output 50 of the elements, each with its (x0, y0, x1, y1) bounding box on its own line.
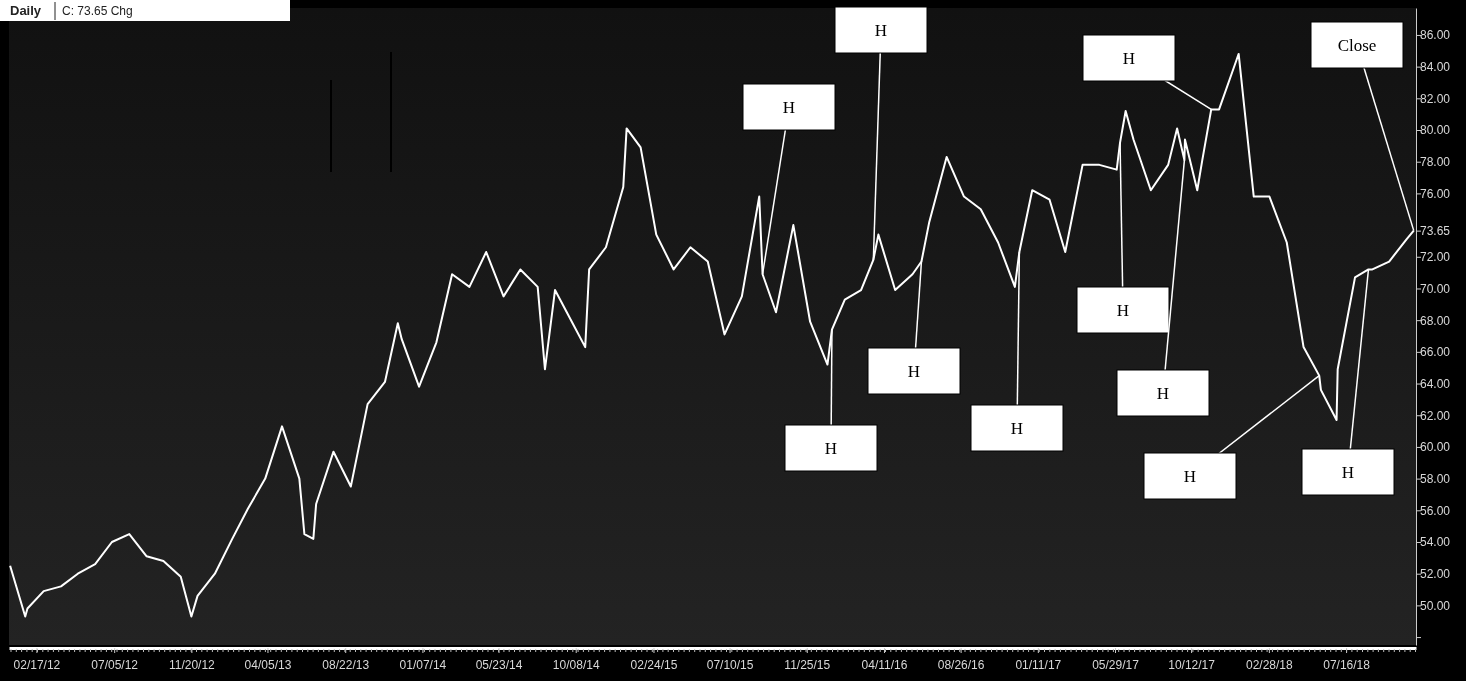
chart-subtitle: C: 73.65 Chg (62, 4, 133, 18)
y-tick-label: 50.00 (1420, 598, 1451, 613)
y-tick-label: 62.00 (1420, 408, 1451, 423)
y-tick-label: 84.00 (1420, 59, 1451, 74)
y-tick-label: 56.00 (1420, 503, 1451, 518)
x-tick-label: 04/05/13 (244, 658, 292, 673)
y-tick-label: 70.00 (1420, 281, 1451, 296)
y-tick-label: 58.00 (1420, 471, 1451, 486)
x-tick-label: 08/22/13 (322, 658, 370, 673)
y-tick-label: 76.00 (1420, 186, 1451, 201)
annotation: H (824, 439, 838, 458)
x-tick-label: 11/25/15 (784, 658, 831, 673)
annotation: H (874, 21, 888, 40)
y-tick-label: 64.00 (1420, 376, 1451, 391)
y-tick-label: 80.00 (1420, 123, 1451, 138)
annotation: H (1156, 384, 1170, 403)
x-tick-label: 05/23/14 (475, 658, 523, 673)
annotation: H (1341, 463, 1355, 482)
annotation: H (907, 362, 921, 381)
x-tick-label: 01/07/14 (399, 658, 447, 673)
annotation: H (1010, 419, 1024, 438)
x-tick-label: 01/11/17 (1015, 658, 1062, 673)
chart-title: Daily (10, 3, 42, 18)
y-tick-label: 82.00 (1420, 91, 1451, 106)
annotation: H (1116, 301, 1130, 320)
y-tick-label: 72.00 (1420, 250, 1451, 265)
x-tick-label: 02/24/15 (630, 658, 678, 673)
annotation: H (1183, 467, 1197, 486)
y-tick-label: 66.00 (1420, 345, 1451, 360)
x-tick-label: 10/12/17 (1168, 658, 1216, 673)
x-tick-label: 05/29/17 (1092, 658, 1140, 673)
x-tick-label: 07/16/18 (1323, 658, 1371, 673)
x-tick-label: 02/28/18 (1246, 658, 1294, 673)
y-tick-label: 68.00 (1420, 313, 1451, 328)
y-tick-label: 73.65 (1420, 223, 1451, 238)
y-tick-label: 52.00 (1420, 567, 1451, 582)
x-tick-label: 04/11/16 (861, 658, 908, 673)
y-tick-label: 78.00 (1420, 155, 1451, 170)
annotation: H (1122, 49, 1136, 68)
annotation: Close (1337, 36, 1377, 55)
x-tick-label: 08/26/16 (937, 658, 985, 673)
annotation: H (782, 98, 796, 117)
x-tick-label: 11/20/12 (168, 658, 216, 673)
x-tick-label: 10/08/14 (552, 658, 600, 673)
x-tick-label: 07/05/12 (91, 658, 139, 673)
x-tick-label: 02/17/12 (13, 658, 61, 673)
x-tick-label: 07/10/15 (706, 658, 754, 673)
y-tick-label: 54.00 (1420, 535, 1451, 550)
y-tick-label: 60.00 (1420, 440, 1451, 455)
y-tick-label: 86.00 (1420, 28, 1451, 43)
